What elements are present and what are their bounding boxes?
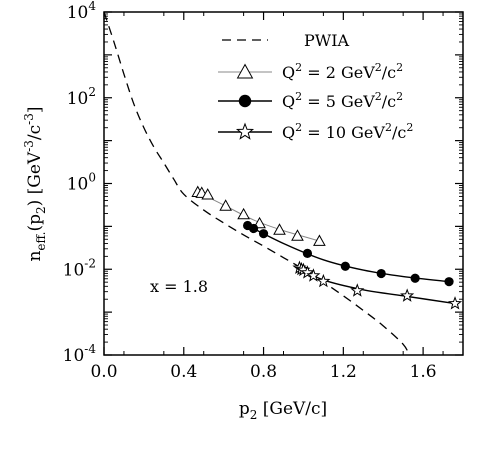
axes-layer: 0.0 0.4 0.8 1.2 1.6 104 102 100 10-2 10-4 (63, 0, 464, 382)
y-tick-label: 10-4 (63, 342, 97, 366)
q10-point (306, 268, 321, 282)
legend-marker-q5 (238, 94, 252, 108)
legend-label-q5: Q2 = 5 GeV2/c2 (282, 90, 403, 111)
series-clip (104, 12, 463, 355)
x-tick-label: 0.8 (250, 362, 277, 382)
legend-label-q10: Q2 = 10 GeV2/c2 (282, 121, 413, 142)
legend-marker-q10 (235, 122, 255, 140)
y-tick-label: 10-2 (63, 256, 96, 280)
q5-point (444, 277, 454, 287)
pwia-curve (104, 12, 410, 355)
legend-label-q2: Q2 = 2 GeV2/c2 (282, 61, 403, 82)
q2-point (291, 229, 304, 241)
q2-point (237, 207, 250, 220)
legend-marker-q2 (236, 63, 254, 79)
q10-point (350, 283, 365, 297)
legend: PWIA Q2 = 2 GeV2/c2 Q2 = 5 GeV2/c2 Q2 = 10 … (218, 31, 413, 142)
x-tick-label: 1.2 (330, 362, 357, 382)
x-tick-label: 0.0 (90, 362, 117, 382)
y-tick-label: 100 (67, 171, 96, 195)
q2-point (201, 188, 215, 200)
labels-layer: x = 1.8 p2 [GeV/c] neff.(p2) [GeV-3/c-3] (22, 106, 327, 422)
fit-line-q2 (197, 191, 320, 242)
legend-label-pwia: PWIA (304, 31, 350, 50)
y-tick-label: 104 (67, 0, 97, 23)
q5-point (302, 248, 313, 258)
q5-point (340, 261, 350, 271)
q10-point (300, 265, 315, 279)
q2-point (219, 199, 233, 211)
x-tick-label: 0.4 (170, 362, 197, 382)
x-tick-label: 1.6 (410, 362, 437, 382)
q5-point (248, 223, 259, 234)
q2-point (273, 223, 286, 235)
y-axis-label: neff.(p2) [GeV-3/c-3] (22, 106, 48, 261)
y-tick-label: 102 (67, 85, 96, 109)
q10-point (447, 296, 463, 310)
q5-point (410, 273, 420, 283)
q5-point (258, 229, 269, 239)
q10-point (400, 288, 415, 302)
q2-point (313, 234, 326, 246)
q5-point (376, 268, 386, 279)
annotation-x: x = 1.8 (150, 277, 208, 296)
x-axis-label: p2 [GeV/c] (239, 399, 327, 422)
q10-point (316, 273, 331, 288)
series-layer (104, 12, 463, 355)
